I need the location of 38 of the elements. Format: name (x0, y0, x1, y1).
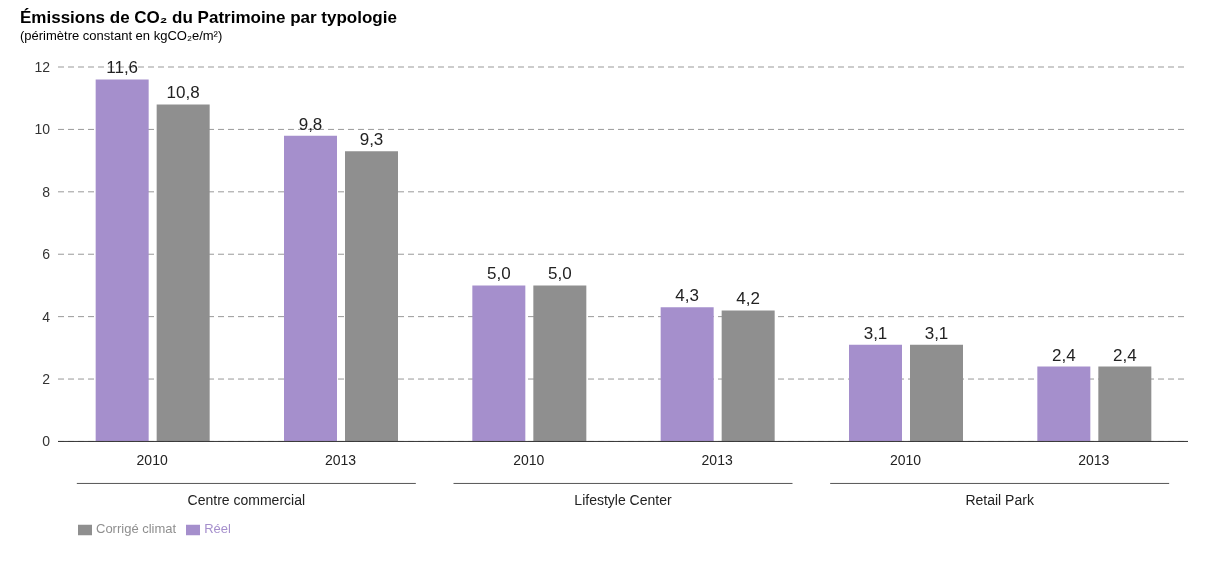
chart-title: Émissions de CO₂ du Patrimoine par typologie (20, 8, 398, 28)
x-tick-label: 2013 (324, 452, 357, 469)
y-tick-label: 10 (34, 121, 51, 138)
text: Lifestyle Center (574, 492, 672, 509)
y-tick-label: 0 (42, 433, 51, 450)
text: Retail Park (965, 492, 1035, 509)
data-label: 2,4 (1052, 345, 1076, 365)
data-label: 4,2 (736, 289, 760, 309)
x-tick-label: 2013 (701, 452, 733, 469)
data-label: 2,4 (1113, 345, 1137, 365)
x-tick-label: 2010 (513, 452, 545, 469)
data-label: 5,0 (487, 264, 511, 284)
chart-subtitle: (périmètre constant en kgCO₂e/m²) (20, 28, 224, 43)
y-tick-label: 6 (42, 246, 51, 263)
bar (849, 344, 902, 442)
y-tick-label: 12 (34, 58, 51, 75)
bar (1037, 366, 1091, 442)
x-tick-label: 2010 (136, 452, 168, 469)
data-label: 9,3 (359, 130, 384, 150)
y-tick-label: 4 (42, 308, 51, 325)
text: Centre commercial (187, 492, 306, 509)
y-tick-label: 2 (42, 371, 51, 387)
legend-label: Réel (204, 521, 231, 537)
bar (95, 79, 149, 442)
data-label: 11,6 (106, 58, 139, 78)
data-label: 3,1 (863, 323, 888, 343)
data-label: 9,8 (298, 114, 323, 134)
y-tick-label: 8 (42, 183, 51, 200)
x-tick-label: 2010 (889, 452, 922, 469)
bar (472, 285, 526, 442)
legend-label: Corrigé climat (96, 521, 177, 537)
bar (660, 307, 714, 442)
x-tick-label: 2013 (1078, 452, 1110, 469)
data-label: 4,3 (675, 286, 699, 306)
data-label: 5,0 (548, 264, 572, 284)
data-label: 10,8 (166, 83, 200, 103)
bar (284, 135, 337, 442)
data-label: 3,1 (924, 323, 949, 343)
